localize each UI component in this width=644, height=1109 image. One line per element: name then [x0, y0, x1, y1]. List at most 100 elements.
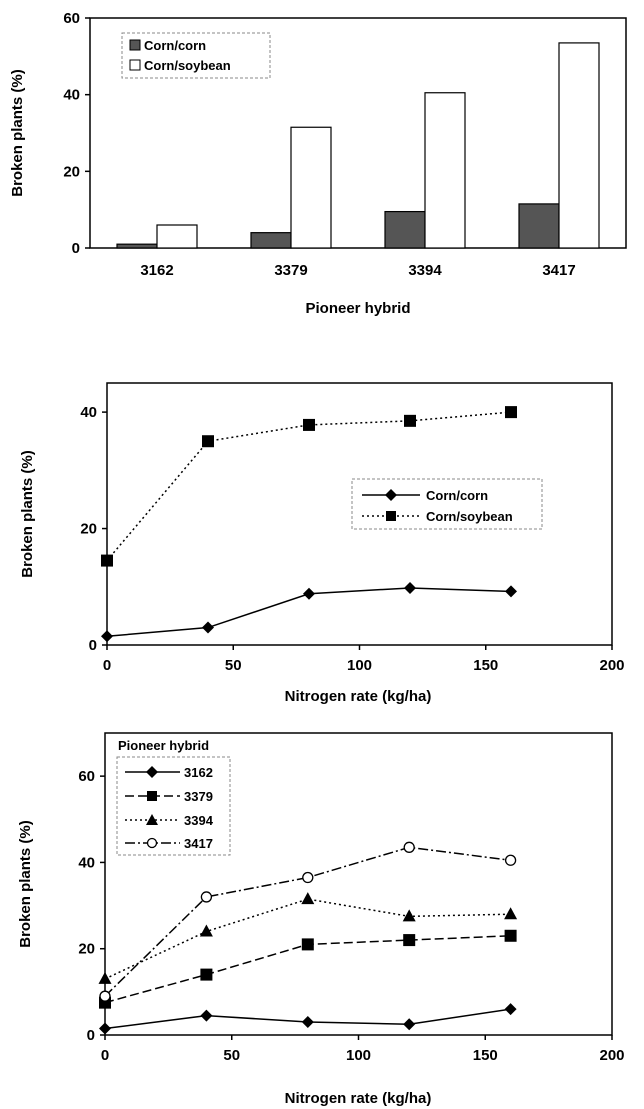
y-tick-label: 0	[87, 1027, 95, 1044]
x-tick-label: 3379	[274, 262, 307, 279]
data-point-corn-soybean	[505, 406, 517, 419]
legend-swatch-corn-corn	[129, 39, 141, 51]
data-point-3162	[504, 1003, 517, 1016]
bar-corn-corn-3162	[116, 243, 158, 249]
data-point-corn-corn	[202, 621, 214, 634]
legend-label-3417: 3417	[184, 836, 213, 851]
legend-frame	[351, 478, 543, 530]
axes: 0 50 100 150 200 0 20 40	[80, 404, 624, 674]
bar-corn-soybean-3162	[156, 224, 198, 249]
x-tick-label: 0	[101, 1047, 109, 1064]
bar-corn-corn-3394	[384, 210, 426, 249]
legend-label-corn-corn: Corn/corn	[426, 488, 488, 503]
y-tick-label: 0	[72, 240, 80, 257]
x-tick-label: 0	[103, 657, 111, 674]
x-tick-label: 150	[473, 1047, 498, 1064]
x-axis: 3162 3379 3394 3417	[140, 262, 575, 279]
y-tick-label: 20	[78, 941, 95, 958]
data-point-corn-corn	[101, 630, 113, 643]
x-tick-label: 200	[599, 1047, 624, 1064]
data-point-3417	[200, 891, 213, 903]
plot-frame	[89, 17, 627, 249]
legend: Corn/corn Corn/soybean	[121, 32, 271, 79]
legend-frame	[121, 32, 271, 79]
series	[98, 841, 518, 1035]
data-point-corn-corn	[303, 587, 315, 600]
data-point-3417	[403, 841, 415, 853]
data-point-3162	[99, 1022, 111, 1035]
bars	[116, 42, 600, 249]
data-point-corn-soybean	[202, 435, 214, 448]
data-point-3417	[302, 871, 314, 884]
bar-corn-soybean-3417	[558, 42, 600, 249]
y-tick-label: 20	[63, 163, 80, 180]
data-point-3379	[504, 929, 517, 942]
legend-marker-3417	[146, 837, 158, 849]
y-tick-label: 60	[63, 10, 80, 27]
legend-label-corn-corn: Corn/corn	[144, 38, 206, 53]
y-axis-title: Broken plants (%)	[17, 820, 34, 948]
axes: 0 50 100 150 200 0 20 40 60	[78, 768, 624, 1064]
data-point-3394	[402, 909, 416, 922]
x-tick-label: 200	[599, 657, 624, 674]
y-tick-label: 40	[63, 87, 80, 104]
legend-swatch-corn-soybean	[129, 59, 141, 71]
legend-marker-3394	[146, 814, 158, 825]
legend-marker-3162	[146, 766, 158, 778]
x-tick-label: 3394	[408, 262, 442, 279]
y-tick-label: 0	[89, 637, 97, 654]
data-point-3162	[403, 1018, 416, 1031]
x-axis-title: Pioneer hybrid	[305, 300, 410, 317]
y-axis: 0 20 40 60	[63, 10, 90, 257]
y-axis-title: Broken plants (%)	[9, 69, 26, 197]
hybrid-line-chart-panel: 0 50 100 150 200 0 20 40 60 Nitrogen rate (kg/ha…	[17, 732, 625, 1107]
x-tick-label: 100	[346, 1047, 371, 1064]
series-line-3417	[104, 846, 511, 997]
data-point-3379	[403, 934, 416, 947]
series-line-3394	[104, 898, 511, 980]
data-point-corn-soybean	[101, 554, 113, 567]
data-point-corn-corn	[505, 585, 517, 598]
legend-label-corn-soybean: Corn/soybean	[144, 58, 231, 73]
series	[101, 406, 517, 643]
legend-marker-corn-soybean	[386, 511, 396, 521]
bar-corn-soybean-3394	[424, 92, 466, 249]
data-point-3379	[200, 968, 213, 981]
y-tick-label: 60	[78, 768, 95, 785]
y-tick-label: 20	[80, 521, 97, 538]
legend-frame	[116, 756, 231, 856]
legend: Pioneer hybrid 3162 3379 3394 3417	[116, 738, 231, 856]
y-axis-title: Broken plants (%)	[19, 450, 36, 578]
data-point-3394	[504, 907, 518, 920]
legend-title: Pioneer hybrid	[118, 738, 209, 753]
bar-corn-corn-3417	[518, 203, 560, 249]
legend-marker-corn-corn	[385, 489, 397, 501]
data-point-3417	[99, 990, 111, 1002]
x-axis-title: Nitrogen rate (kg/ha)	[285, 1090, 432, 1107]
x-tick-label: 100	[347, 657, 372, 674]
data-point-3394	[199, 924, 213, 937]
data-point-3162	[301, 1016, 314, 1029]
y-tick-label: 40	[80, 404, 97, 421]
y-tick-label: 40	[78, 854, 95, 871]
legend-label-3379: 3379	[184, 789, 213, 804]
data-point-corn-soybean	[404, 414, 416, 427]
legend-label-corn-soybean: Corn/soybean	[426, 509, 513, 524]
bar-corn-soybean-3379	[290, 126, 332, 249]
legend-label-3394: 3394	[184, 813, 214, 828]
data-point-3417	[504, 854, 517, 866]
data-point-3379	[301, 938, 314, 951]
x-tick-label: 3417	[542, 262, 575, 279]
legend: Corn/corn Corn/soybean	[351, 478, 543, 530]
x-tick-label: 50	[225, 657, 242, 674]
data-point-corn-soybean	[303, 418, 315, 431]
x-tick-label: 50	[223, 1047, 240, 1064]
bar-corn-corn-3379	[250, 232, 292, 249]
x-tick-label: 3162	[140, 262, 173, 279]
legend-label-3162: 3162	[184, 765, 213, 780]
data-point-3394	[301, 892, 315, 905]
data-point-corn-corn	[404, 581, 416, 594]
